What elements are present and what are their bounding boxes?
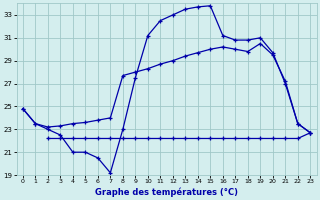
X-axis label: Graphe des températures (°C): Graphe des températures (°C) <box>95 187 238 197</box>
